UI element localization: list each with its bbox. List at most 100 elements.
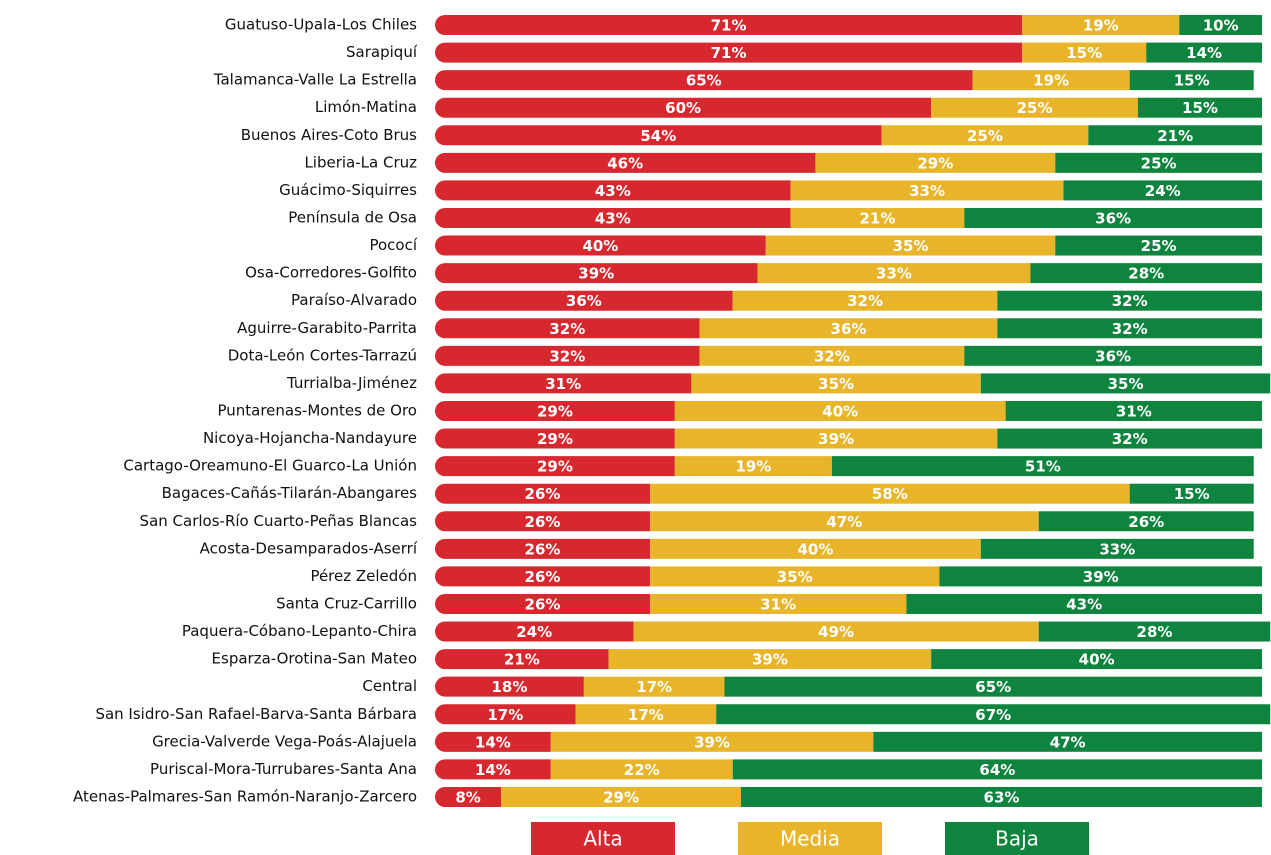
bar-segment [1030,263,1262,284]
bar-segment [790,207,965,228]
value-label: 39% [578,265,614,283]
bar-segment [997,428,1262,449]
bar-segment [650,483,1130,504]
value-label: 40% [797,540,833,558]
bar-segment [997,290,1262,311]
legend-label: Alta [583,827,622,851]
value-label: 60% [665,99,701,117]
bar-segment [435,759,551,780]
value-label: 29% [537,430,573,448]
bar-segment [583,676,725,697]
value-label: 15% [1174,72,1210,90]
bar-segment [1055,152,1262,173]
value-label: 17% [636,678,672,696]
value-label: 39% [1083,568,1119,586]
legend-label: Baja [995,827,1039,851]
bar-segment [939,566,1262,587]
value-label: 14% [475,761,511,779]
category-label: Liberia-La Cruz [304,153,417,171]
category-label: Península de Osa [288,208,417,226]
value-label: 10% [1203,17,1239,35]
bar-segment [435,318,700,339]
category-label: Dota-León Cortes-Tarrazú [228,346,417,364]
bar-segment [1146,42,1262,63]
bar-segment [1137,97,1262,118]
bar-segment [724,676,1262,697]
value-label: 29% [537,402,573,420]
value-label: 40% [822,402,858,420]
value-label: 49% [818,623,854,641]
bar-segment [831,456,1254,477]
bar-segment [608,649,932,670]
category-label: Puntarenas-Montes de Oro [217,401,417,419]
bar-segment [674,456,832,477]
category-label: Atenas-Palmares-San Ramón-Naranjo-Zarcer… [73,787,417,805]
bar-segment [435,428,675,449]
bar-segment [435,538,651,559]
bar-segment [435,400,675,421]
value-label: 32% [1112,292,1148,310]
legend-swatch [738,822,882,855]
bar-segment [435,456,675,477]
value-label: 24% [516,623,552,641]
bar-segment [699,318,998,339]
value-label: 64% [979,761,1015,779]
value-label: 22% [624,761,660,779]
value-label: 25% [1141,237,1177,255]
bar-segment [1179,15,1262,35]
value-label: 15% [1066,44,1102,62]
value-label: 26% [525,595,561,613]
bar-segment [435,180,791,201]
category-label: Cartago-Oreamuno-El Guarco-La Unión [123,457,417,475]
legend-label: Media [780,827,840,851]
value-label: 39% [694,733,730,751]
value-label: 19% [1083,17,1119,35]
value-label: 29% [537,458,573,476]
category-label: Pococí [369,236,417,254]
value-label: 32% [549,320,585,338]
category-label: San Carlos-Río Cuarto-Peñas Blancas [140,512,418,530]
value-label: 29% [917,154,953,172]
value-label: 21% [1157,127,1193,145]
bar-segment [881,125,1089,146]
value-label: 43% [595,209,631,227]
value-label: 36% [831,320,867,338]
value-label: 63% [984,788,1020,806]
value-label: 19% [735,458,771,476]
bar-segment [435,345,700,366]
value-label: 71% [711,44,747,62]
bar-segment [650,511,1039,532]
value-label: 26% [525,513,561,531]
value-label: 26% [525,540,561,558]
legend-swatch [531,822,675,855]
bar-segment [435,373,692,394]
category-label: Guácimo-Siquirres [279,181,417,199]
value-label: 32% [847,292,883,310]
category-label: Sarapiquí [346,43,418,61]
value-label: 32% [1112,320,1148,338]
value-label: 65% [975,678,1011,696]
value-label: 17% [628,706,664,724]
category-label: Santa Cruz-Carrillo [276,594,417,612]
bar-segment [633,621,1039,642]
bar-segment [1088,125,1262,146]
value-label: 51% [1025,458,1061,476]
bar-segment [435,42,1023,63]
value-label: 26% [525,485,561,503]
value-label: 33% [909,182,945,200]
bar-segment [435,15,1023,35]
bar-segment [716,704,1271,725]
value-label: 47% [826,513,862,531]
value-label: 43% [595,182,631,200]
category-label: Aguirre-Garabito-Parrita [237,319,417,337]
category-label: Guatuso-Upala-Los Chiles [225,16,417,34]
value-label: 21% [859,209,895,227]
value-label: 67% [975,706,1011,724]
bar-segment [1005,400,1262,421]
value-label: 14% [475,733,511,751]
value-label: 21% [504,651,540,669]
bar-segment [435,152,816,173]
bar-segment [501,786,741,807]
value-label: 36% [566,292,602,310]
